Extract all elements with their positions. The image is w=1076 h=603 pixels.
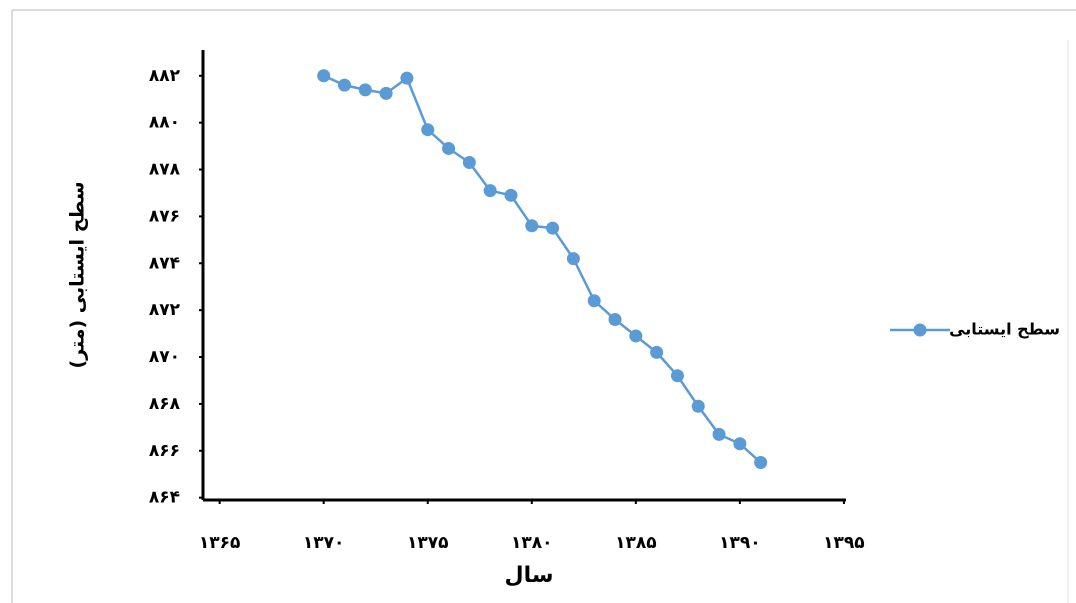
data-point [650, 345, 664, 359]
series-line [323, 74, 762, 464]
y-tick-label: ۸۷۶ [149, 206, 180, 226]
data-point [566, 252, 580, 266]
data-point [358, 83, 372, 97]
x-tick-label: ۱۳۸۵ [615, 533, 657, 553]
data-point [712, 427, 726, 441]
data-point [462, 156, 476, 169]
x-axis-title: سال [505, 563, 554, 588]
data-point [670, 369, 684, 383]
legend-marker [913, 323, 927, 337]
x-tick-label: ۱۳۹۵ [823, 533, 865, 553]
x-tick-label: ۱۳۸۰ [511, 533, 553, 553]
data-point [504, 188, 518, 202]
y-tick-label: ۸۸۲ [149, 66, 181, 86]
x-tick-label: ۱۳۷۰ [303, 533, 345, 553]
data-point [421, 123, 435, 137]
y-tick-label: ۸۶۶ [149, 441, 180, 461]
data-point [317, 69, 331, 83]
data-point [338, 78, 352, 92]
data-point [525, 219, 539, 233]
x-tick-label: ۱۳۹۰ [719, 533, 761, 553]
y-tick-label: ۸۸۰ [149, 113, 180, 133]
data-point [400, 71, 414, 85]
y-tick-label: ۸۷۰ [149, 347, 180, 367]
y-tick-label: ۸۷۲ [149, 300, 181, 320]
y-tick-label: ۸۷۴ [149, 253, 180, 273]
data-point [587, 294, 601, 308]
y-tick-label: ۸۶۸ [149, 394, 181, 414]
data-point [629, 329, 643, 343]
data-point [483, 184, 497, 198]
data-point [442, 141, 456, 155]
x-tick-label: ۱۳۷۵ [407, 533, 449, 553]
data-point [754, 456, 768, 469]
data-point [608, 313, 622, 327]
y-tick-label: ۸۶۴ [149, 488, 180, 508]
data-point [379, 86, 393, 100]
legend-label: سطح ایستابی [949, 320, 1060, 339]
y-tick-label: ۸۷۸ [149, 160, 181, 180]
data-point [733, 437, 747, 451]
data-point [691, 399, 705, 413]
y-axis-title: سطح ایستابی (متر) [67, 181, 89, 368]
x-tick-label: ۱۳۶۵ [199, 533, 241, 553]
data-point [546, 221, 560, 235]
